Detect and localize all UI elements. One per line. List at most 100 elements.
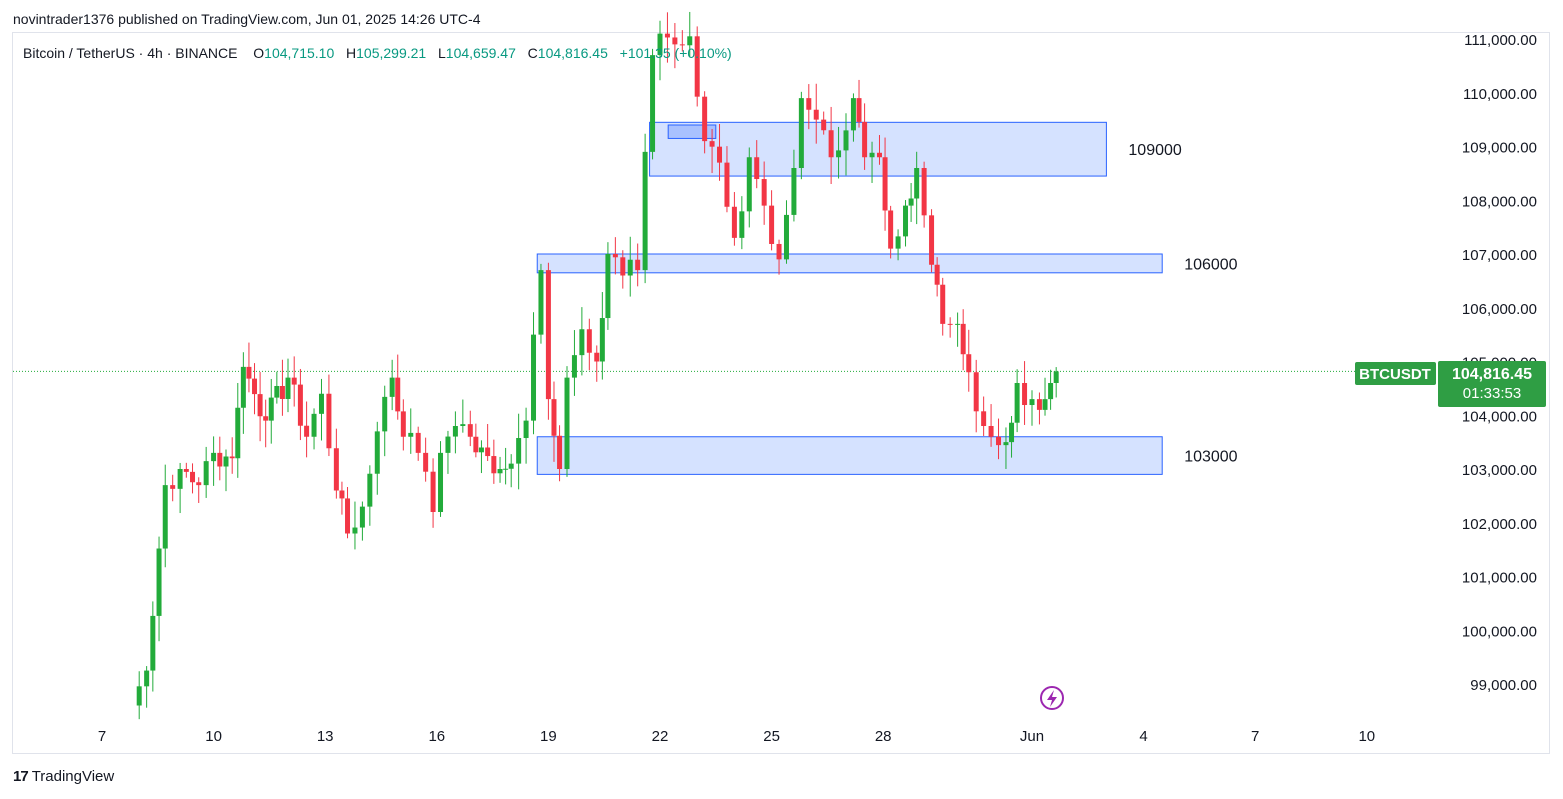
ticker-tag-text: BTCUSDT <box>1359 366 1431 383</box>
candle-body <box>679 44 685 46</box>
candle-body <box>311 413 317 437</box>
candle-body <box>1036 399 1042 410</box>
candle-body <box>761 179 767 206</box>
candle-body <box>627 259 633 276</box>
candle-body <box>571 355 577 378</box>
candle-body <box>798 98 804 168</box>
zone-box-106000 <box>536 253 1163 274</box>
candle-body <box>252 378 258 395</box>
candle-body <box>813 109 819 120</box>
candle-body <box>430 471 436 512</box>
x-tick-label: Jun <box>1020 728 1044 745</box>
candle-body <box>223 456 229 467</box>
candle-body <box>190 471 196 483</box>
zone-label-106000: 106000 <box>1184 256 1237 273</box>
candle-body <box>460 424 466 426</box>
candle-body <box>473 436 479 453</box>
candle-body <box>291 377 297 385</box>
candle-body <box>217 452 223 467</box>
candle-body <box>929 215 935 265</box>
x-tick-label: 19 <box>540 728 557 745</box>
candle-body <box>136 686 142 706</box>
candle-body <box>177 469 183 489</box>
candle-body <box>162 485 168 549</box>
candle-body <box>400 411 406 437</box>
candle-body <box>828 130 834 158</box>
candle-body <box>605 254 611 319</box>
candle-body <box>579 329 585 356</box>
open-label: O <box>253 45 265 61</box>
candle-body <box>395 377 401 412</box>
candle-body <box>1048 383 1054 400</box>
candle-body <box>523 420 529 439</box>
price-tag-bg <box>1438 361 1546 407</box>
candle-body <box>791 168 797 215</box>
chart-panel[interactable] <box>12 32 1550 754</box>
candle-body <box>374 431 380 474</box>
candle-body <box>467 424 473 437</box>
candle-body <box>352 527 358 534</box>
low-label: L <box>438 45 446 61</box>
candle-body <box>478 447 484 453</box>
last-price-tag[interactable]: BTCUSDT 104,816.45 01:33:53 <box>1355 361 1546 407</box>
candle-body <box>345 498 351 534</box>
candle-body <box>856 98 862 122</box>
candle-body <box>821 119 827 131</box>
high-label: H <box>346 45 357 61</box>
time-axis: 7 10 13 16 19 22 25 28 Jun 4 7 10 <box>98 728 1375 745</box>
zone-box-103000 <box>536 436 1163 475</box>
footer-brand[interactable]: 17 TradingView <box>13 768 114 785</box>
candle-body <box>776 243 782 260</box>
candle-body <box>1009 422 1015 443</box>
symbol-label[interactable]: Bitcoin / TetherUS · 4h · BINANCE <box>23 45 238 61</box>
zones-layer <box>536 121 1163 475</box>
price-axis: 99,000.00 100,000.00 101,000.00 102,000.00 1… <box>1462 32 1537 694</box>
candle-body <box>285 377 291 399</box>
candle-body <box>557 435 563 469</box>
candle-body <box>664 33 670 38</box>
candle-body <box>183 469 189 472</box>
candle-body <box>144 670 150 687</box>
candle-body <box>934 264 940 285</box>
candle-body <box>940 284 946 324</box>
candle-body <box>850 98 856 131</box>
candle-body <box>382 396 388 432</box>
candle-body <box>960 323 966 355</box>
candle-body <box>408 432 414 437</box>
candle-body <box>914 168 920 199</box>
candle-body <box>672 37 678 45</box>
candle-body <box>170 485 176 489</box>
candle-body <box>196 482 202 486</box>
x-tick-label: 25 <box>763 728 780 745</box>
candle-body <box>1042 399 1048 410</box>
candle-body <box>389 377 395 397</box>
y-tick-label: 101,000.00 <box>1462 570 1537 587</box>
candle-body <box>1014 383 1020 423</box>
y-tick-label: 102,000.00 <box>1462 516 1537 533</box>
candle-body <box>908 198 914 206</box>
x-tick-label: 28 <box>875 728 892 745</box>
zone-labels-layer: 109000 106000 103000 <box>1128 142 1237 465</box>
candle-body <box>731 206 737 238</box>
candle-body <box>257 394 263 417</box>
lightning-icon[interactable] <box>1040 686 1064 710</box>
candle-body <box>635 259 641 271</box>
x-tick-label: 13 <box>317 728 334 745</box>
candle-body <box>612 254 618 258</box>
candle-body <box>981 411 987 426</box>
candle-body <box>452 426 458 437</box>
candle-body <box>657 33 663 56</box>
candle-body <box>843 130 849 151</box>
candle-body <box>724 162 730 207</box>
candle-body <box>203 461 209 486</box>
candle-body <box>888 210 894 249</box>
candle-body <box>304 425 310 437</box>
candle-body <box>769 205 775 244</box>
candle-body <box>620 257 626 276</box>
candle-body <box>274 385 280 398</box>
candle-body <box>263 416 269 421</box>
candle-body <box>211 452 217 462</box>
candle-body <box>538 270 544 335</box>
candle-body <box>551 399 557 436</box>
